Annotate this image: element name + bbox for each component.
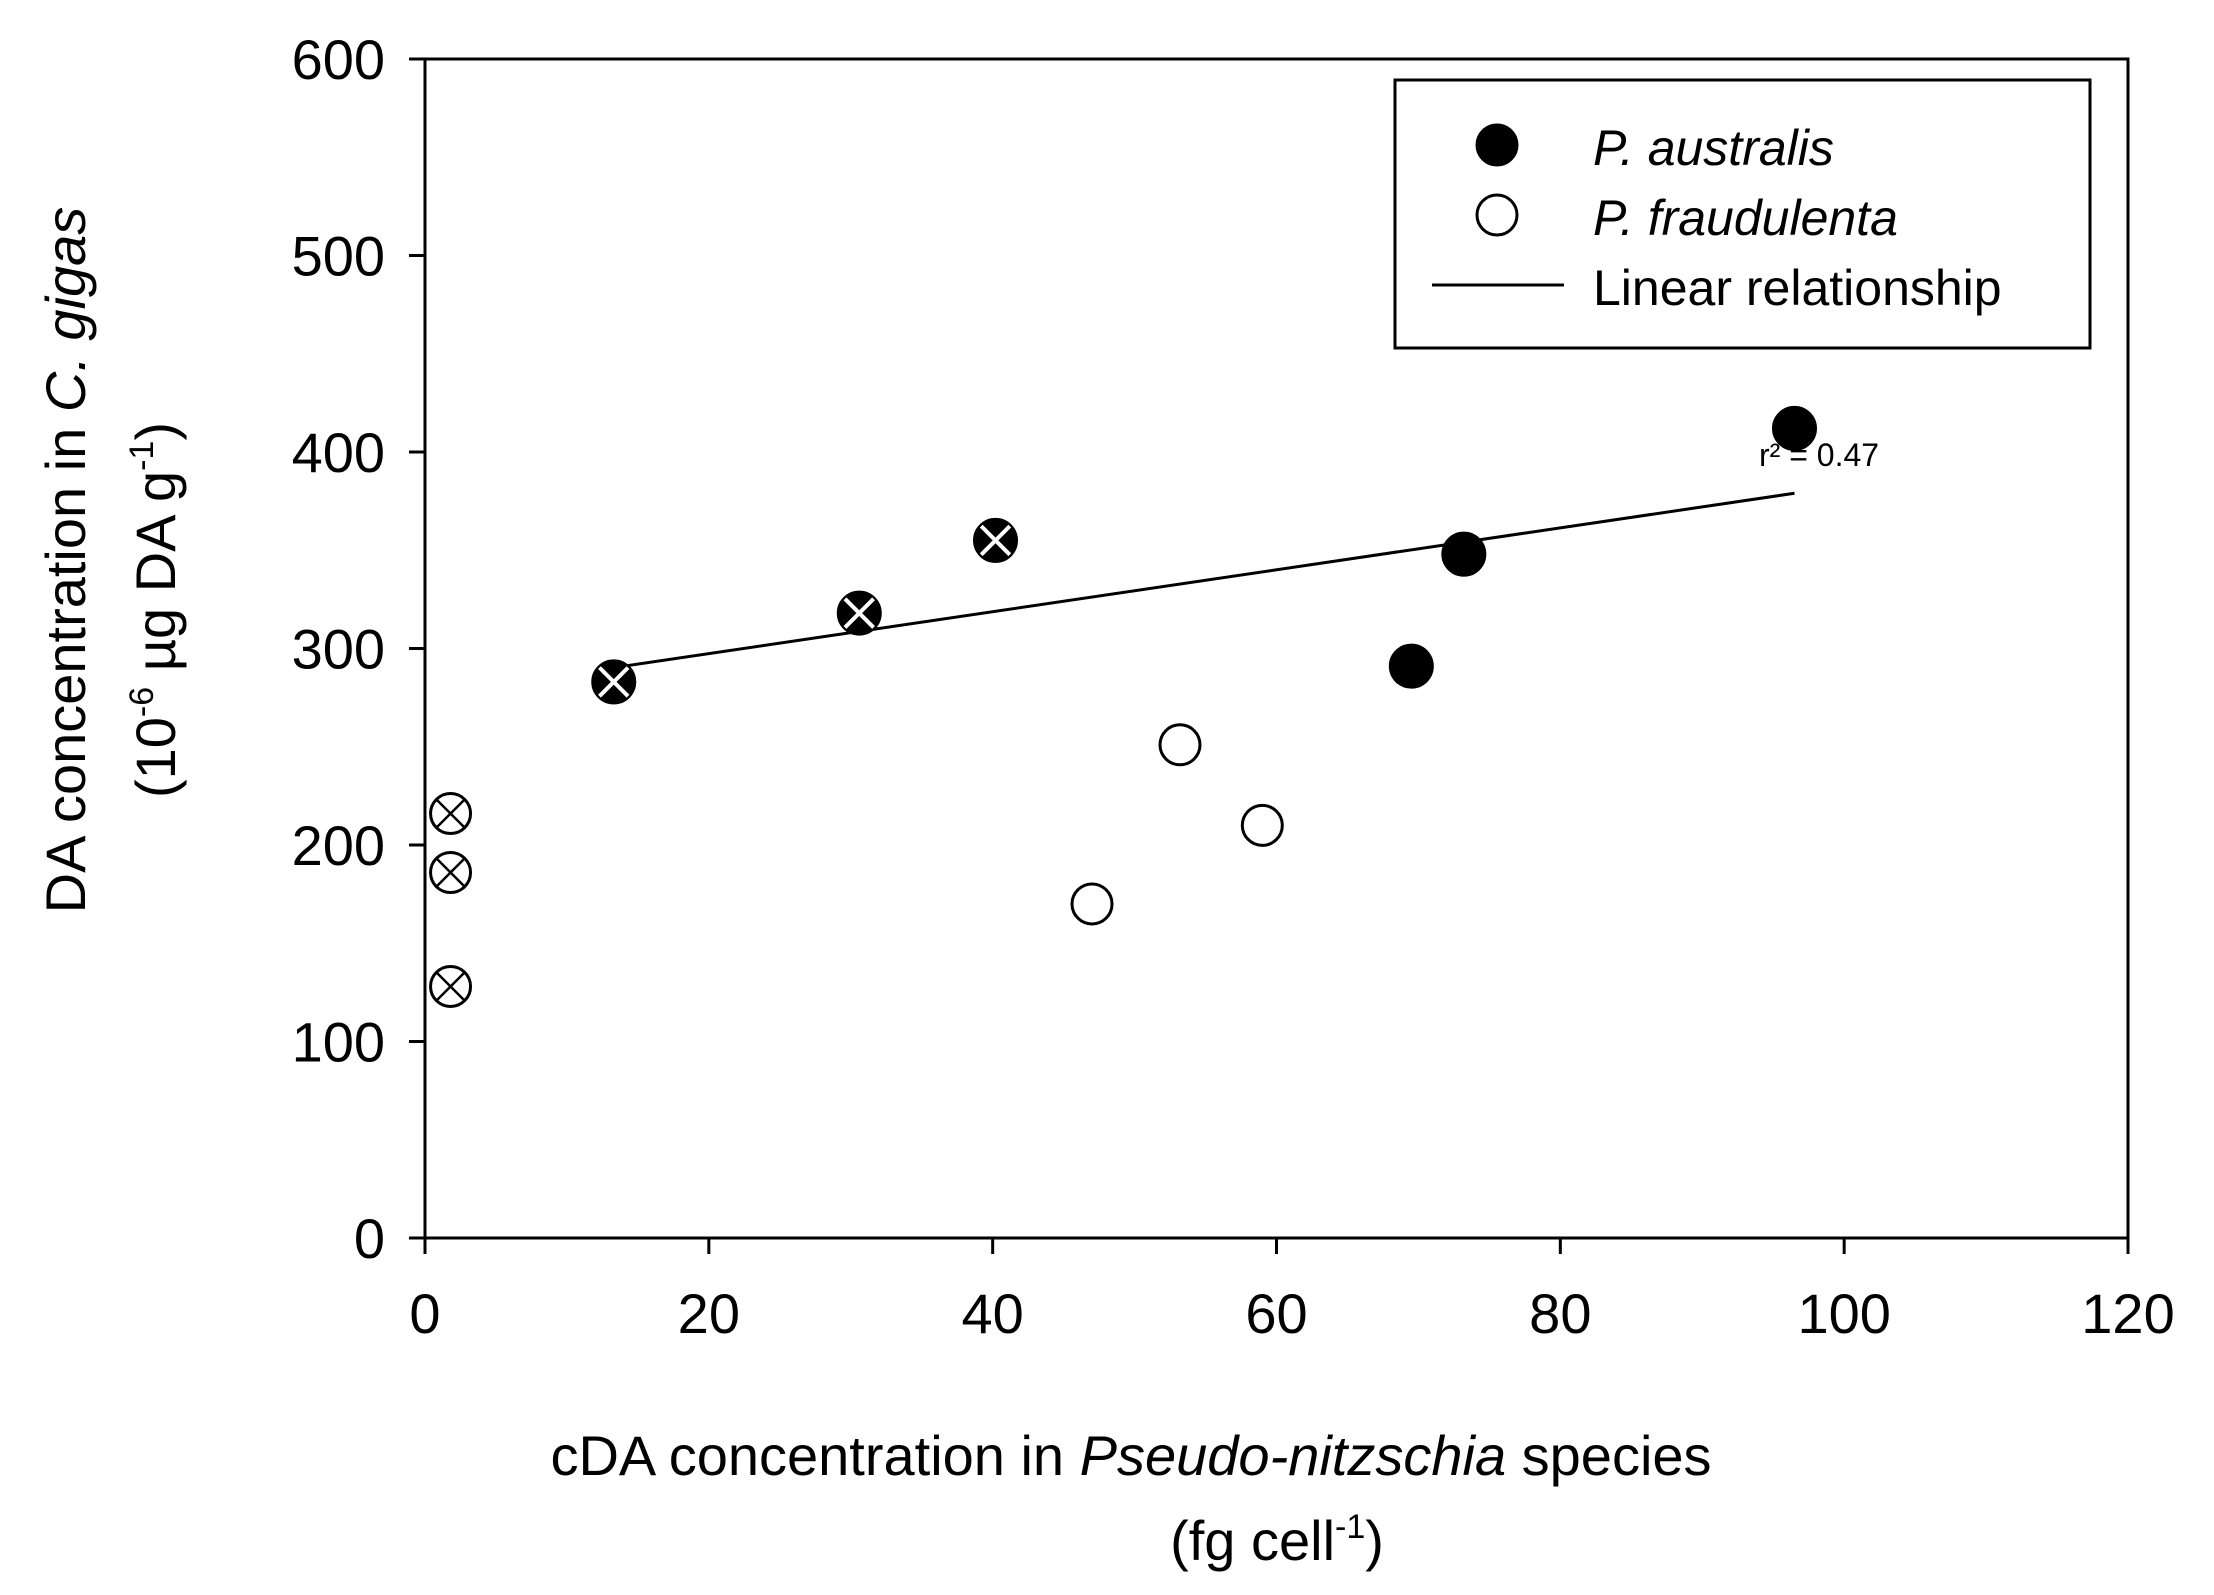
- data-point: [1388, 643, 1434, 689]
- x-tick-label: 20: [678, 1282, 740, 1345]
- data-point-circle: [1070, 882, 1114, 926]
- trend-line-group: [623, 491, 1795, 668]
- legend-label-linear: Linear relationship: [1593, 260, 2002, 316]
- x-tick-label: 100: [1797, 1282, 1890, 1345]
- data-point: [429, 851, 473, 895]
- x-axis-label-suffix: species: [1506, 1424, 1711, 1487]
- y-axis-label: DA concentration in C. gigas: [34, 207, 97, 914]
- data-point-cross: [979, 524, 1012, 557]
- x-tick-label: 80: [1529, 1282, 1591, 1345]
- y-axis-label-line1: DA concentration in C. gigas: [34, 207, 97, 914]
- x-axis-unit-prefix: (fg cell: [1170, 1509, 1335, 1572]
- y-axis-label-line2: (10-6 µg DA g-1): [123, 422, 187, 798]
- x-tick-label: 60: [1245, 1282, 1307, 1345]
- data-points: [429, 405, 1817, 1008]
- data-point: [591, 659, 637, 705]
- x-tick-label: 0: [409, 1282, 440, 1345]
- x-axis-unit-sup: -1: [1335, 1508, 1365, 1546]
- data-point: [836, 590, 882, 636]
- legend-marker-filled-icon: [1475, 123, 1519, 167]
- data-point-cross: [436, 858, 466, 887]
- y-tick-label: 300: [292, 618, 385, 681]
- y-tick-label: 600: [292, 28, 385, 91]
- data-point-cross: [843, 597, 875, 629]
- y-axis-label-prefix: DA concentration in: [34, 412, 97, 913]
- y-axis-label-italic: C. gigas: [34, 207, 97, 412]
- x-axis-unit-suffix: ): [1365, 1509, 1384, 1572]
- y-tick-label: 400: [292, 421, 385, 484]
- regression-line: [623, 491, 1795, 668]
- y-axis-unit-mid: µg DA g: [124, 471, 187, 687]
- data-point-circle: [1771, 405, 1817, 451]
- data-point: [1070, 882, 1114, 926]
- y-axis-unit-suffix: ): [124, 422, 187, 441]
- data-point: [1158, 723, 1202, 767]
- y-tick-label: 200: [292, 814, 385, 877]
- legend: P. australis P. fraudulenta Linear relat…: [1393, 78, 2092, 350]
- axis-ticks: 0 20 40 60 80 100 120 0 100 200 300 400 500 600: [292, 28, 2175, 1345]
- x-axis-label-prefix: cDA concentration in: [550, 1424, 1079, 1487]
- data-point-circle: [1441, 531, 1487, 577]
- x-axis-label-line1: cDA concentration in Pseudo-nitzschia sp…: [550, 1424, 1711, 1487]
- data-point-cross: [598, 666, 630, 698]
- data-point-circle: [1388, 643, 1434, 689]
- y-axis-unit-sup1: -6: [123, 687, 161, 717]
- legend-marker-open-icon: [1475, 193, 1519, 237]
- r-squared-label: r² = 0.47: [1759, 437, 1879, 473]
- data-point: [1441, 531, 1487, 577]
- y-tick-label: 100: [292, 1011, 385, 1074]
- y-axis-unit: (10-6 µg DA g-1): [123, 422, 187, 798]
- legend-label-fraudulenta: P. fraudulenta: [1593, 190, 1898, 246]
- data-point-circle: [1158, 723, 1202, 767]
- data-point-circle: [1240, 803, 1284, 847]
- x-axis-label-line2: (fg cell-1): [1170, 1508, 1384, 1572]
- data-point: [973, 517, 1019, 563]
- data-point: [429, 792, 473, 836]
- y-tick-label: 500: [292, 225, 385, 288]
- x-axis-label-italic: Pseudo-nitzschia: [1080, 1424, 1506, 1487]
- data-point-cross: [436, 971, 466, 1001]
- x-tick-label: 40: [962, 1282, 1024, 1345]
- legend-label-australis: P. australis: [1593, 120, 1834, 176]
- x-tick-label: 120: [2081, 1282, 2174, 1345]
- y-axis-unit-sup2: -1: [123, 441, 161, 471]
- data-point: [1240, 803, 1284, 847]
- y-tick-label: 0: [354, 1207, 385, 1270]
- data-point: [429, 964, 473, 1008]
- data-point-cross: [436, 799, 466, 829]
- y-axis-unit-prefix: (10: [124, 717, 187, 798]
- data-point: [1771, 405, 1817, 451]
